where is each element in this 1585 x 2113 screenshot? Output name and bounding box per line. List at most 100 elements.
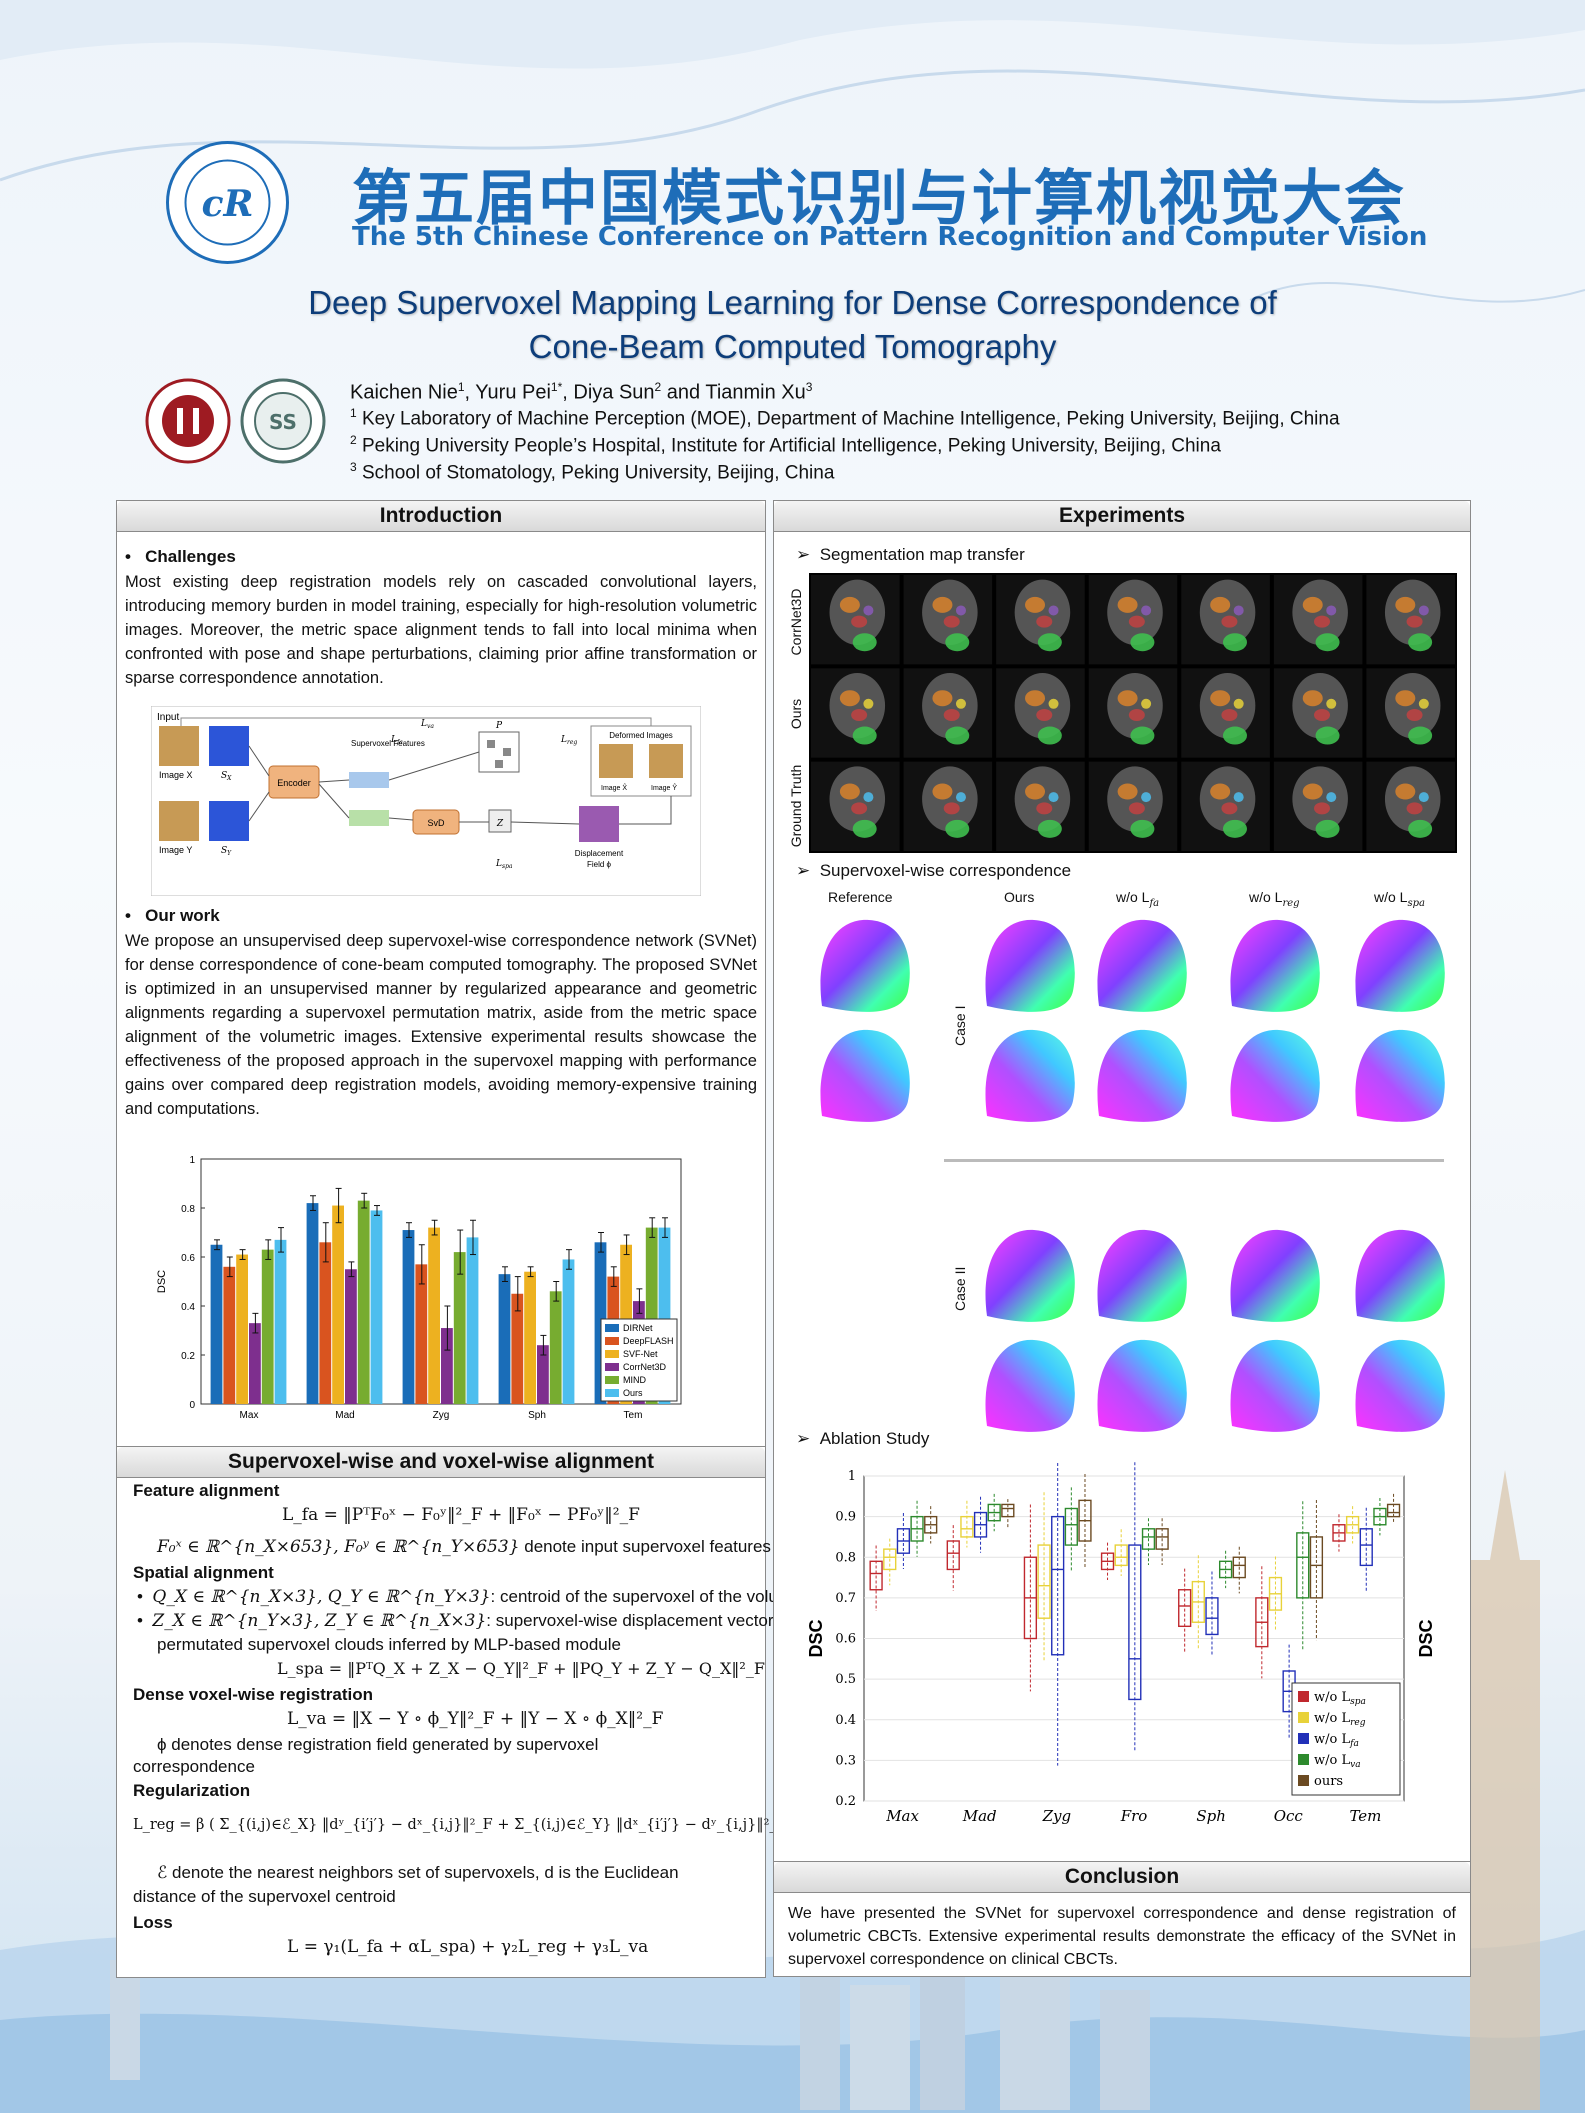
seg-region [1313,615,1330,628]
legend-label: CorrNet3D [623,1362,667,1372]
dsc-bar-chart: 0 0.2 0.4 0.6 0.8 1 DSC Max Mad Zyg Sph Tem DIRNet De… [156,1155,682,1421]
seg-region [1025,690,1046,707]
correspondence-head [1097,1229,1187,1322]
seg-region [863,698,874,709]
seg-region [1036,709,1053,721]
seg-region [1406,802,1423,815]
seg-region [1222,633,1247,652]
y-tick-label: 1 [189,1155,195,1166]
x-tick-label: Mad [335,1410,354,1421]
svg-text:Image Ŷ: Image Ŷ [651,783,677,792]
seg-region [1395,783,1416,800]
box [1128,1544,1142,1701]
seg-region [1210,596,1231,613]
skull-shape [1292,766,1348,832]
seg-region [863,605,874,616]
bar [498,1274,511,1404]
seg-region [1408,633,1433,652]
legend-swatch [1298,1733,1309,1744]
y-axis-label: DSC [156,1270,168,1293]
y-tick-label: 0.4 [835,1713,856,1728]
seg-region [1117,690,1138,707]
seg-region [1037,726,1062,745]
bar [549,1291,562,1404]
bar [236,1254,248,1404]
ablation-title: ➢ Ablation Study [796,1429,930,1448]
box [1296,1532,1310,1599]
legend-swatch [605,1324,619,1332]
seg-region [1315,819,1340,838]
segmentation-grid [809,573,1457,853]
correspondence-head [985,1029,1075,1122]
y-tick-label: 1 [848,1469,856,1484]
seg-region [1048,605,1059,616]
x-tick-label: Zyg [1042,1807,1072,1825]
eq-lva: L_va = ‖X − Y ∘ ϕ_Y‖²_F + ‖Y − X ∘ ϕ_X‖²… [287,1709,664,1729]
case-divider [944,1159,1444,1162]
seg-region [851,709,868,721]
seg-region [1025,783,1046,800]
seg-region [1141,605,1152,616]
bar [511,1293,524,1404]
bar [466,1237,479,1404]
seg-region [943,709,960,721]
y-tick-label: 0.5 [835,1672,856,1687]
ourwork-text: We propose an unsupervised deep supervox… [125,932,757,1118]
bar [223,1266,236,1404]
box [1141,1528,1156,1550]
loss-title: Loss [133,1913,173,1932]
seg-region [1210,783,1231,800]
challenges-text: Most existing deep registration models r… [125,573,757,687]
x-tick-label: Fro [1120,1807,1148,1825]
bar [345,1269,357,1404]
bar [402,1230,415,1404]
seg-region [1128,709,1145,721]
seg-region [932,783,953,800]
svw-col-reference: Reference [828,889,893,905]
y-tick-label: 0.7 [835,1591,856,1606]
seg-region [1221,615,1238,628]
bar [658,1227,671,1404]
skull-shape [1292,579,1348,645]
legend-sub: va [1350,1760,1360,1770]
svg-text:SX: SX [221,771,232,782]
seg-region [1221,802,1238,815]
x-tick-label: Mad [962,1807,997,1825]
svg-text:Displacement: Displacement [575,849,624,858]
seg-region [1037,819,1062,838]
seg-region [839,690,860,707]
conference-title-cn: 第五届中国模式识别与计算机视觉大会 [352,164,1406,234]
box [1114,1544,1128,1567]
skull-shape [829,673,886,739]
seg-region [1302,783,1323,800]
legend-swatch [1298,1754,1309,1765]
y-tick-label: 0.6 [835,1632,856,1647]
svg-text:SS: SS [269,410,297,434]
bar [562,1259,575,1404]
bar [370,1210,383,1404]
pipeline-diagram: Input Image X SX Image Y SY Encoder Supe… [151,706,701,896]
seg-region [1326,605,1337,616]
skull-shape [1199,579,1256,645]
bar [453,1252,466,1404]
correspondence-head [1355,1339,1445,1432]
bar [249,1323,261,1404]
seg-region [1117,596,1138,613]
seg-region [945,726,970,745]
box [960,1515,974,1538]
phi-desc-2: correspondence [133,1757,255,1776]
seg-region [1117,783,1138,800]
box [1001,1503,1015,1518]
legend-swatch [1298,1775,1309,1786]
svg-text:P: P [495,721,503,731]
svw-col-wospa: w/o Lspa [1374,889,1425,909]
svg-text:Deformed Images: Deformed Images [609,731,673,740]
box [1205,1597,1219,1636]
encoder-block: Encoder [277,778,311,788]
correspondence-head [1230,1029,1320,1122]
y-tick-label: 0.2 [835,1794,856,1809]
conference-title-en: The 5th Chinese Conference on Pattern Re… [352,222,1428,252]
seg-region [945,633,970,652]
seg-region [955,698,966,709]
legend-swatch [605,1389,619,1397]
